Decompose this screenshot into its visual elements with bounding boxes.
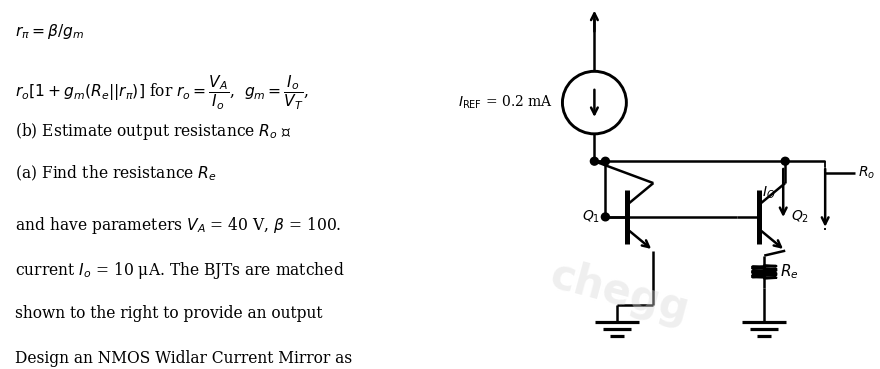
Text: $Q_2$: $Q_2$ [791,209,810,225]
Text: $I_O$: $I_O$ [762,185,775,201]
Text: chegg: chegg [546,255,693,332]
Text: (a) Find the resistance $R_e$: (a) Find the resistance $R_e$ [15,164,216,183]
Circle shape [590,157,598,165]
Text: $r_\pi = \beta/g_m$: $r_\pi = \beta/g_m$ [15,22,84,41]
Text: current $I_o$ = 10 μA. The BJTs are matched: current $I_o$ = 10 μA. The BJTs are matc… [15,259,344,280]
Circle shape [781,157,789,165]
Text: (b) Estimate output resistance $R_o$ ≅: (b) Estimate output resistance $R_o$ ≅ [15,121,291,142]
Text: shown to the right to provide an output: shown to the right to provide an output [15,305,322,322]
Circle shape [601,213,609,221]
Text: $R_o$: $R_o$ [858,165,876,181]
Circle shape [601,157,609,165]
Text: Design an NMOS Widlar Current Mirror as: Design an NMOS Widlar Current Mirror as [15,350,352,367]
Text: and have parameters $V_A$ = 40 V, $\beta$ = 100.: and have parameters $V_A$ = 40 V, $\beta… [15,214,341,235]
Text: $R_e$: $R_e$ [781,263,799,281]
Text: $r_o[1 + g_m(R_e||r_\pi)]$ for $r_o = \dfrac{V_A}{I_o}$,  $g_m = \dfrac{I_o}{V_T: $r_o[1 + g_m(R_e||r_\pi)]$ for $r_o = \d… [15,74,309,112]
Text: $Q_1$: $Q_1$ [583,209,600,225]
Text: $I_{\mathrm{REF}}$ = 0.2 mA: $I_{\mathrm{REF}}$ = 0.2 mA [458,94,553,111]
